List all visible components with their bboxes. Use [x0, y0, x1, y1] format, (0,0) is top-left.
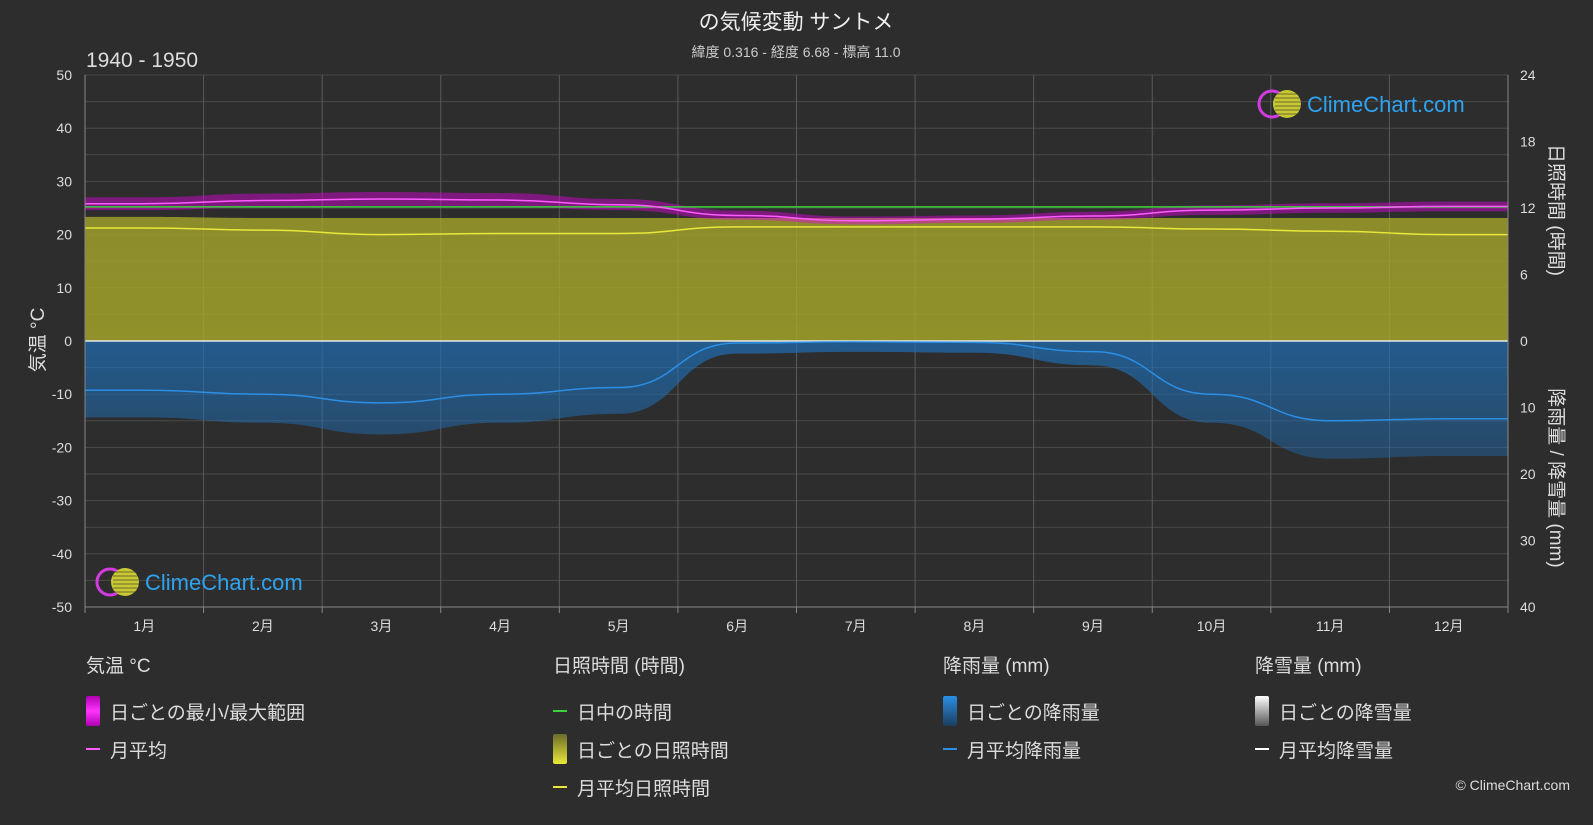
legend-rain-avg-label: 月平均降雨量 — [967, 740, 1082, 762]
right-bottom-tick-label: 30 — [1520, 533, 1536, 549]
right-top-tick-label: 0 — [1520, 333, 1528, 349]
legend-rain-title: 降雨量 (mm) — [943, 656, 1050, 677]
left-axis-label: 気温 °C — [27, 308, 49, 373]
legend-snow: 降雪量 (mm) 日ごとの降雪量 月平均降雪量 — [1255, 655, 1412, 768]
legend-rain-avg: 月平均降雨量 — [943, 730, 1100, 768]
month-label: 3月 — [371, 618, 393, 634]
daily-rain-area — [85, 341, 1508, 459]
legend-daily-snow: 日ごとの降雪量 — [1255, 692, 1412, 730]
temp-avg-swatch — [86, 748, 100, 750]
legend: 気温 °C 日ごとの最小/最大範囲 月平均 日照時間 (時間) 日中の時間 日ご… — [0, 655, 1593, 825]
legend-daily-sunshine: 日ごとの日照時間 — [553, 730, 729, 768]
legend-temperature-title: 気温 °C — [86, 656, 151, 677]
legend-rain: 降雨量 (mm) 日ごとの降雨量 月平均降雨量 — [943, 655, 1100, 768]
chart-subtitle: 緯度 0.316 - 経度 6.68 - 標高 11.0 — [691, 44, 900, 60]
copyright: © ClimeChart.com — [1455, 777, 1570, 793]
sunshine-avg-swatch — [553, 786, 567, 788]
legend-sunshine-avg: 月平均日照時間 — [553, 768, 729, 806]
legend-daily-sunshine-label: 日ごとの日照時間 — [577, 740, 729, 762]
month-label: 5月 — [608, 618, 630, 634]
month-label: 4月 — [489, 618, 511, 634]
left-tick-label: -20 — [52, 439, 72, 455]
legend-temp-avg: 月平均 — [86, 730, 305, 768]
legend-temp-avg-label: 月平均 — [110, 740, 168, 762]
climate-chart: の気候変動 サントメ 緯度 0.316 - 経度 6.68 - 標高 11.0 … — [27, 11, 1567, 634]
daily-rain-swatch — [943, 696, 957, 726]
sunshine-avg-line — [84, 226, 1508, 236]
left-tick-label: 20 — [56, 227, 72, 243]
right-top-tick-label: 18 — [1520, 134, 1536, 150]
legend-sunshine-title: 日照時間 (時間) — [553, 656, 685, 677]
left-tick-label: -10 — [52, 386, 72, 402]
month-label: 11月 — [1316, 618, 1345, 634]
left-tick-label: 50 — [56, 67, 72, 83]
month-label: 6月 — [726, 618, 748, 634]
daily-snow-swatch — [1255, 696, 1269, 726]
legend-temp-range: 日ごとの最小/最大範囲 — [86, 692, 305, 730]
month-label: 8月 — [963, 618, 985, 634]
right-bottom-tick-label: 10 — [1520, 400, 1536, 416]
daily-sunshine-area — [85, 216, 1508, 341]
month-label: 1月 — [133, 618, 155, 634]
daily-sunshine-swatch — [553, 734, 567, 764]
left-tick-label: 0 — [64, 333, 72, 349]
month-label: 12月 — [1434, 618, 1464, 634]
temp-range-swatch — [86, 696, 100, 726]
legend-snow-avg: 月平均降雪量 — [1255, 730, 1412, 768]
logo-text: ClimeChart.com — [145, 570, 303, 595]
month-label: 9月 — [1082, 618, 1104, 634]
logo-sun-icon — [1273, 90, 1301, 118]
legend-sunshine-avg-label: 月平均日照時間 — [577, 778, 711, 800]
legend-daily-rain: 日ごとの降雨量 — [943, 692, 1100, 730]
rain-avg-swatch — [943, 748, 957, 750]
right-axis-top-label: 日照時間 (時間) — [1545, 144, 1567, 276]
month-label: 10月 — [1197, 618, 1227, 634]
logo-top: ClimeChart.com — [1257, 89, 1465, 119]
right-top-tick-label: 6 — [1520, 267, 1528, 283]
left-tick-label: -30 — [52, 493, 72, 509]
left-tick-label: -50 — [52, 599, 72, 615]
chart-title: の気候変動 サントメ — [699, 11, 894, 34]
legend-sunshine: 日照時間 (時間) 日中の時間 日ごとの日照時間 月平均日照時間 — [553, 655, 729, 806]
legend-snow-title: 降雪量 (mm) — [1255, 656, 1362, 677]
right-bottom-tick-label: 20 — [1520, 466, 1536, 482]
daylight-swatch — [553, 710, 567, 712]
snow-avg-swatch — [1255, 748, 1269, 750]
legend-temp-range-label: 日ごとの最小/最大範囲 — [110, 702, 306, 724]
logo-sun-icon — [111, 568, 139, 596]
legend-daily-snow-label: 日ごとの降雪量 — [1279, 702, 1412, 724]
left-tick-label: 10 — [56, 280, 72, 296]
right-top-tick-label: 12 — [1520, 200, 1536, 216]
right-bottom-tick-label: 40 — [1520, 599, 1536, 615]
left-tick-label: 40 — [56, 120, 72, 136]
logo-bottom: ClimeChart.com — [95, 567, 303, 597]
temp-avg-line — [85, 198, 1508, 222]
legend-temperature: 気温 °C 日ごとの最小/最大範囲 月平均 — [86, 655, 305, 768]
left-tick-label: 30 — [56, 173, 72, 189]
legend-daylight-label: 日中の時間 — [577, 702, 673, 724]
legend-daylight: 日中の時間 — [553, 692, 729, 730]
logo-text: ClimeChart.com — [1307, 92, 1465, 117]
month-label: 2月 — [252, 618, 274, 634]
legend-snow-avg-label: 月平均降雪量 — [1279, 740, 1394, 762]
right-top-tick-label: 24 — [1520, 67, 1536, 83]
legend-daily-rain-label: 日ごとの降雨量 — [967, 702, 1100, 724]
rain-avg-line — [85, 340, 1508, 422]
month-label: 7月 — [845, 618, 867, 634]
right-axis-bottom-label: 降雨量 / 降雪量 (mm) — [1545, 388, 1567, 567]
period-label: 1940 - 1950 — [86, 49, 198, 72]
left-tick-label: -40 — [52, 546, 72, 562]
